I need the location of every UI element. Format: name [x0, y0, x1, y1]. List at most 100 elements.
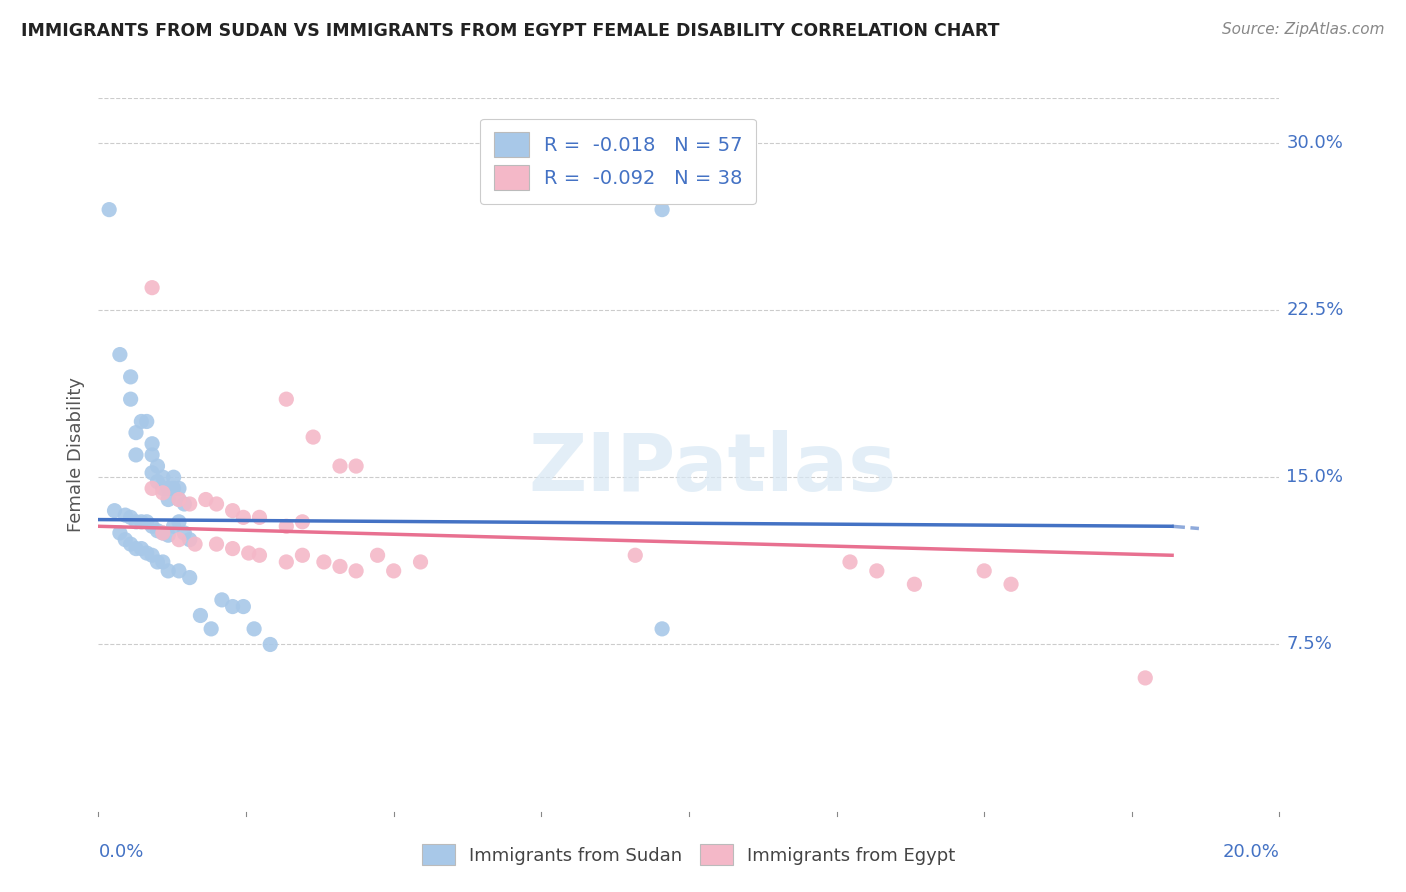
Point — [167, 492, 190, 507]
Point — [651, 622, 673, 636]
Point — [141, 436, 163, 450]
Point — [167, 515, 190, 529]
Point — [120, 369, 142, 384]
Point — [157, 482, 180, 496]
Point — [179, 533, 201, 547]
Point — [312, 555, 335, 569]
Point — [167, 492, 190, 507]
Point — [179, 497, 201, 511]
Point — [131, 515, 153, 529]
Text: IMMIGRANTS FROM SUDAN VS IMMIGRANTS FROM EGYPT FEMALE DISABILITY CORRELATION CHA: IMMIGRANTS FROM SUDAN VS IMMIGRANTS FROM… — [21, 22, 1000, 40]
Point — [146, 524, 169, 538]
Text: 15.0%: 15.0% — [1286, 468, 1344, 486]
Point — [344, 459, 367, 474]
Point — [200, 622, 222, 636]
Point — [221, 541, 243, 556]
Point — [141, 466, 163, 480]
Point — [259, 637, 281, 651]
Point — [173, 526, 195, 541]
Point — [409, 555, 432, 569]
Point — [98, 202, 121, 217]
Point — [291, 515, 314, 529]
Point — [146, 459, 169, 474]
Point — [367, 548, 389, 563]
Point — [1000, 577, 1022, 591]
Text: 7.5%: 7.5% — [1286, 635, 1333, 654]
Point — [184, 537, 207, 551]
Point — [152, 470, 174, 484]
Point — [162, 482, 184, 496]
Point — [157, 564, 180, 578]
Point — [382, 564, 405, 578]
Point — [146, 475, 169, 489]
Point — [211, 592, 233, 607]
Point — [120, 510, 142, 524]
Text: 20.0%: 20.0% — [1223, 843, 1279, 861]
Point — [157, 528, 180, 542]
Point — [302, 430, 325, 444]
Point — [125, 541, 148, 556]
Point — [344, 564, 367, 578]
Point — [167, 533, 190, 547]
Point — [329, 559, 352, 574]
Point — [120, 537, 142, 551]
Text: 30.0%: 30.0% — [1286, 134, 1343, 152]
Point — [243, 622, 266, 636]
Point — [114, 533, 136, 547]
Point — [162, 519, 184, 533]
Y-axis label: Female Disability: Female Disability — [66, 377, 84, 533]
Point — [903, 577, 925, 591]
Point — [238, 546, 260, 560]
Point — [108, 348, 131, 362]
Point — [141, 281, 163, 295]
Point — [157, 492, 180, 507]
Point — [131, 414, 153, 429]
Point — [152, 485, 174, 500]
Point — [194, 492, 217, 507]
Point — [135, 414, 157, 429]
Point — [162, 470, 184, 484]
Point — [232, 510, 254, 524]
Point — [624, 548, 647, 563]
Point — [141, 519, 163, 533]
Point — [120, 392, 142, 407]
Point — [866, 564, 889, 578]
Point — [651, 202, 673, 217]
Point — [152, 526, 174, 541]
Text: Source: ZipAtlas.com: Source: ZipAtlas.com — [1222, 22, 1385, 37]
Point — [329, 459, 352, 474]
Point — [152, 482, 174, 496]
Point — [141, 482, 163, 496]
Point — [152, 526, 174, 541]
Point — [108, 526, 131, 541]
Point — [249, 510, 271, 524]
Point — [125, 515, 148, 529]
Point — [131, 541, 153, 556]
Point — [190, 608, 212, 623]
Point — [276, 392, 298, 407]
Point — [232, 599, 254, 614]
Point — [114, 508, 136, 523]
Point — [141, 548, 163, 563]
Point — [167, 564, 190, 578]
Point — [135, 546, 157, 560]
Point — [221, 599, 243, 614]
Point — [146, 555, 169, 569]
Point — [152, 555, 174, 569]
Text: 0.0%: 0.0% — [98, 843, 143, 861]
Point — [173, 497, 195, 511]
Point — [276, 519, 298, 533]
Point — [103, 503, 125, 517]
Point — [125, 448, 148, 462]
Point — [205, 497, 228, 511]
Point — [1135, 671, 1157, 685]
Text: ZIPatlas: ZIPatlas — [529, 430, 897, 508]
Point — [135, 515, 157, 529]
Point — [167, 482, 190, 496]
Point — [291, 548, 314, 563]
Point — [125, 425, 148, 440]
Legend: Immigrants from Sudan, Immigrants from Egypt: Immigrants from Sudan, Immigrants from E… — [413, 835, 965, 874]
Point — [179, 571, 201, 585]
Point — [276, 555, 298, 569]
Point — [221, 503, 243, 517]
